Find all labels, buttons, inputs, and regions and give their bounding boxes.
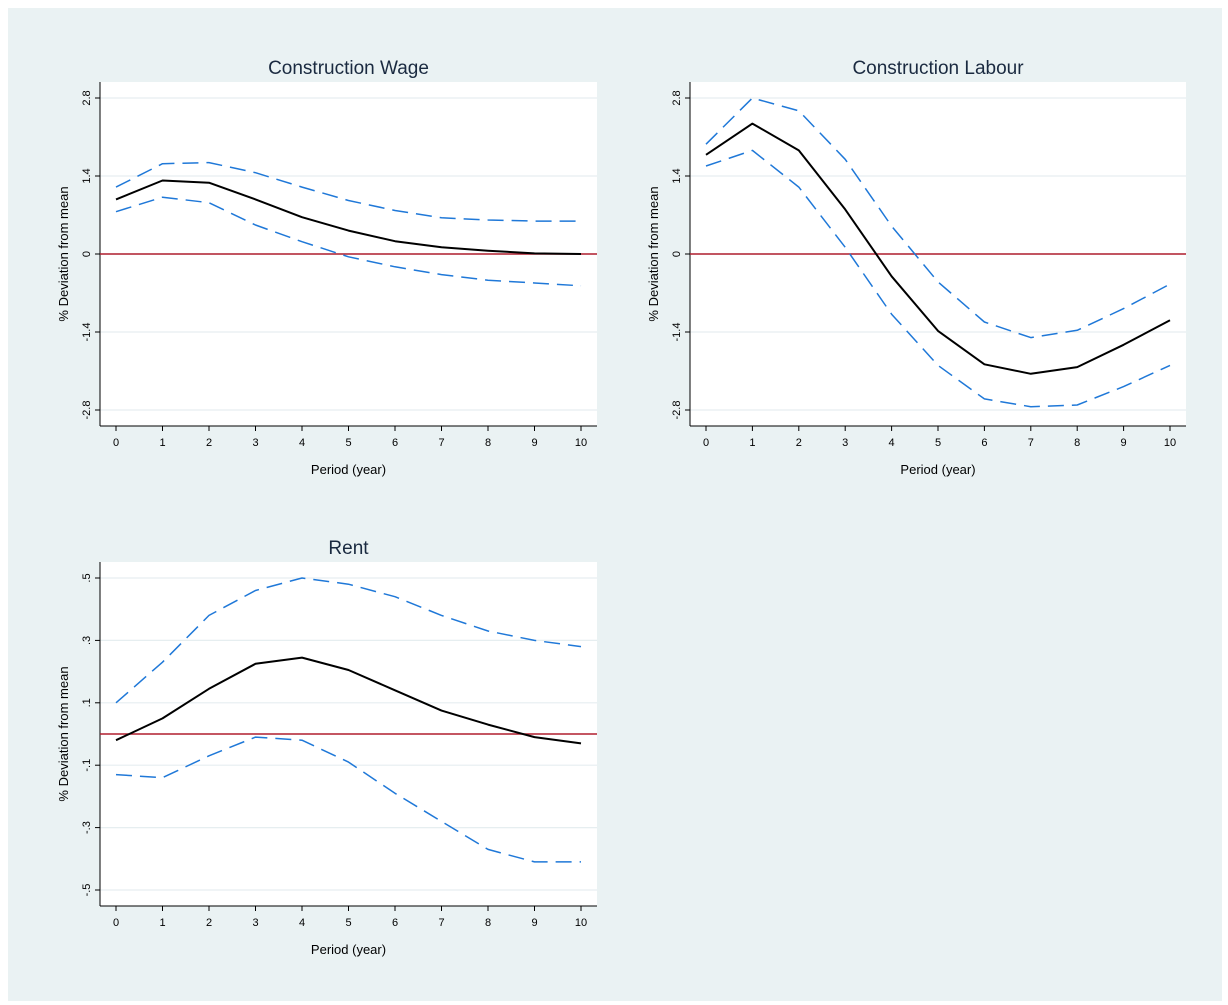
y-axis-label: % Deviation from mean xyxy=(56,186,71,321)
x-tick-label: 1 xyxy=(749,437,755,449)
y-tick-label: 0 xyxy=(671,251,683,257)
x-tick-label: 8 xyxy=(485,917,491,929)
estimate-line xyxy=(115,179,582,255)
x-tick-label: 8 xyxy=(485,437,491,449)
y-tick-label: .3 xyxy=(81,636,93,645)
x-tick-label: 10 xyxy=(1164,437,1176,449)
x-tick-label: 2 xyxy=(796,437,802,449)
x-tick-label: 9 xyxy=(531,917,537,929)
x-tick-label: 5 xyxy=(935,437,941,449)
x-tick-label: 4 xyxy=(889,437,895,449)
y-tick-label: 1.4 xyxy=(671,168,683,183)
x-tick-label: 1 xyxy=(159,437,165,449)
estimate-line xyxy=(705,122,1171,375)
x-tick-label: 0 xyxy=(113,437,119,449)
y-tick-label: .1 xyxy=(81,698,93,707)
x-tick-label: 7 xyxy=(1028,437,1034,449)
confidence-upper-line xyxy=(115,161,581,222)
x-tick-label: 4 xyxy=(299,437,305,449)
x-tick-label: 3 xyxy=(842,437,848,449)
y-tick-label: -.5 xyxy=(81,884,93,897)
y-tick-label: -2.8 xyxy=(671,401,683,420)
x-tick-label: 8 xyxy=(1074,437,1080,449)
chart-panel-rent: -.5 -.3 -.1 .1 .3 .5 0 1 2 3 4 5 6 7 8 9 10 Rent Period (y… xyxy=(56,538,597,957)
chart-title: Construction Labour xyxy=(852,58,1024,79)
x-axis-label: Period (year) xyxy=(900,462,975,477)
confidence-upper-line xyxy=(705,97,1171,339)
y-tick-label: -1.4 xyxy=(671,323,683,342)
x-tick-label: 10 xyxy=(575,437,587,449)
chart-title: Construction Wage xyxy=(268,58,429,79)
x-tick-label: 6 xyxy=(392,917,398,929)
x-tick-label: 2 xyxy=(206,437,212,449)
confidence-lower-line xyxy=(115,196,582,287)
x-tick-label: 7 xyxy=(438,917,444,929)
estimate-line xyxy=(115,656,582,745)
x-tick-label: 6 xyxy=(392,437,398,449)
y-tick-label: 1.4 xyxy=(81,168,93,183)
x-tick-label: 9 xyxy=(531,437,537,449)
y-tick-label: -1.4 xyxy=(81,323,93,342)
y-axis-label: % Deviation from mean xyxy=(646,186,661,321)
chart-panel-construction-labour: -2.8 -1.4 0 1.4 2.8 0 1 2 3 4 5 6 7 8 9 10 Construction … xyxy=(646,58,1186,477)
y-tick-label: 2.8 xyxy=(671,90,683,105)
x-tick-label: 3 xyxy=(252,437,258,449)
confidence-upper-line xyxy=(115,577,582,704)
figure-background: -2.8 -1.4 0 1.4 2.8 0 1 2 3 4 5 6 7 8 9 10 Construction … xyxy=(8,8,1222,1001)
x-tick-label: 0 xyxy=(703,437,709,449)
x-tick-label: 5 xyxy=(345,917,351,929)
y-tick-label: .5 xyxy=(81,573,93,582)
y-tick-label: -2.8 xyxy=(81,401,93,420)
x-tick-label: 1 xyxy=(159,917,165,929)
x-axis-label: Period (year) xyxy=(311,942,386,957)
x-tick-label: 5 xyxy=(345,437,351,449)
y-tick-label: 2.8 xyxy=(81,90,93,105)
confidence-lower-line xyxy=(115,736,581,863)
x-tick-label: 7 xyxy=(438,437,444,449)
x-tick-label: 3 xyxy=(252,917,258,929)
chart-title: Rent xyxy=(328,538,369,559)
x-tick-label: 6 xyxy=(981,437,987,449)
x-tick-label: 0 xyxy=(113,917,119,929)
x-tick-label: 9 xyxy=(1121,437,1127,449)
y-tick-label: 0 xyxy=(81,251,93,257)
y-axis-label: % Deviation from mean xyxy=(56,666,71,801)
x-tick-label: 4 xyxy=(299,917,305,929)
x-tick-label: 10 xyxy=(575,917,587,929)
chart-panel-construction-wage: -2.8 -1.4 0 1.4 2.8 0 1 2 3 4 5 6 7 8 9 10 Construction … xyxy=(56,58,597,477)
y-tick-label: -.3 xyxy=(81,821,93,834)
x-tick-label: 2 xyxy=(206,917,212,929)
chart-canvas: -2.8-1.401.42.80 1 2 3 4 5 6 7 8 9 10Construction … xyxy=(56,58,1186,957)
x-axis-label: Period (year) xyxy=(311,462,386,477)
y-tick-label: -.1 xyxy=(81,759,93,772)
